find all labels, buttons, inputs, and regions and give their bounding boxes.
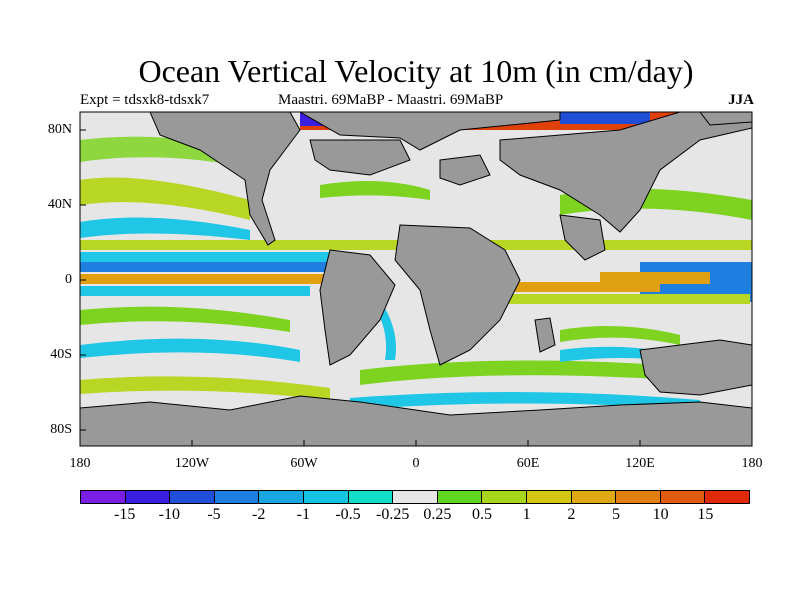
colorbar-swatch xyxy=(81,491,126,503)
colorbar-swatch xyxy=(214,491,260,503)
colorbar-label: -2 xyxy=(251,506,266,523)
arctic-band-blue-2 xyxy=(560,112,650,124)
colorbar-swatch xyxy=(259,491,304,503)
south-america xyxy=(319,249,396,366)
antarctica xyxy=(80,395,752,446)
map-title: Ocean Vertical Velocity at 10m (in cm/da… xyxy=(138,53,694,89)
lon-label-180w: 180 xyxy=(69,456,91,471)
colorbar-swatch xyxy=(125,491,171,503)
colorbar-label: -15 xyxy=(113,506,136,523)
colorbar-label: -1 xyxy=(296,506,310,523)
colorbar-swatch xyxy=(660,491,706,503)
colorbar-label: 10 xyxy=(652,506,669,523)
lon-label-60w: 60W xyxy=(290,456,318,471)
africa xyxy=(394,224,521,366)
season-label: JJA xyxy=(728,92,754,108)
lon-label-180e: 180 xyxy=(741,456,763,471)
colorbar-label: -5 xyxy=(207,506,221,523)
colorbar-label: -0.25 xyxy=(375,506,410,523)
lon-label-120e: 120E xyxy=(625,456,655,471)
lat-label-0: 0 xyxy=(65,272,72,287)
asia xyxy=(499,112,752,233)
lon-label-120w: 120W xyxy=(174,456,210,471)
australia xyxy=(639,339,752,396)
lat-label-40n: 40N xyxy=(47,197,72,212)
colorbar-swatch xyxy=(571,491,617,503)
india xyxy=(559,214,606,261)
colorbar-swatch xyxy=(616,491,661,503)
lat-label-40s: 40S xyxy=(50,347,72,362)
colorbar-swatch xyxy=(393,491,438,503)
europe-island xyxy=(439,154,491,186)
colorbar-swatch xyxy=(705,491,749,503)
colorbar-label: 2 xyxy=(567,506,576,523)
colorbar-label: 5 xyxy=(612,506,620,523)
colorbar-swatch xyxy=(437,491,483,503)
colorbar xyxy=(80,490,750,504)
lat-label-80n: 80N xyxy=(47,122,72,137)
colorbar-swatch xyxy=(348,491,394,503)
experiment-label: Expt = tdsxk8-tdsxk7 xyxy=(80,92,210,108)
lon-label-0: 0 xyxy=(412,456,420,471)
colorbar-swatch xyxy=(170,491,215,503)
map-plot-area xyxy=(80,112,752,446)
colorbar-swatch xyxy=(303,491,349,503)
north-america-west xyxy=(149,112,301,246)
period-label: Maastri. 69MaBP - Maastri. 69MaBP xyxy=(278,92,504,108)
north-america-east xyxy=(309,139,411,176)
madagascar xyxy=(534,317,556,353)
colorbar-label: -10 xyxy=(158,506,180,523)
colorbar-label: 0.5 xyxy=(472,506,492,523)
axis-ticks xyxy=(80,129,641,446)
colorbar-label: 0.25 xyxy=(423,506,452,523)
colorbar-swatch xyxy=(482,491,527,503)
colorbar-label: 15 xyxy=(697,506,714,523)
colorbar-label: -0.5 xyxy=(335,506,361,523)
colorbar-label: 1 xyxy=(522,506,531,523)
arctic-landmass xyxy=(298,112,561,151)
lat-label-80s: 80S xyxy=(50,422,72,437)
lon-label-60e: 60E xyxy=(516,456,540,471)
land-masses xyxy=(80,112,752,446)
colorbar-swatch xyxy=(526,491,572,503)
